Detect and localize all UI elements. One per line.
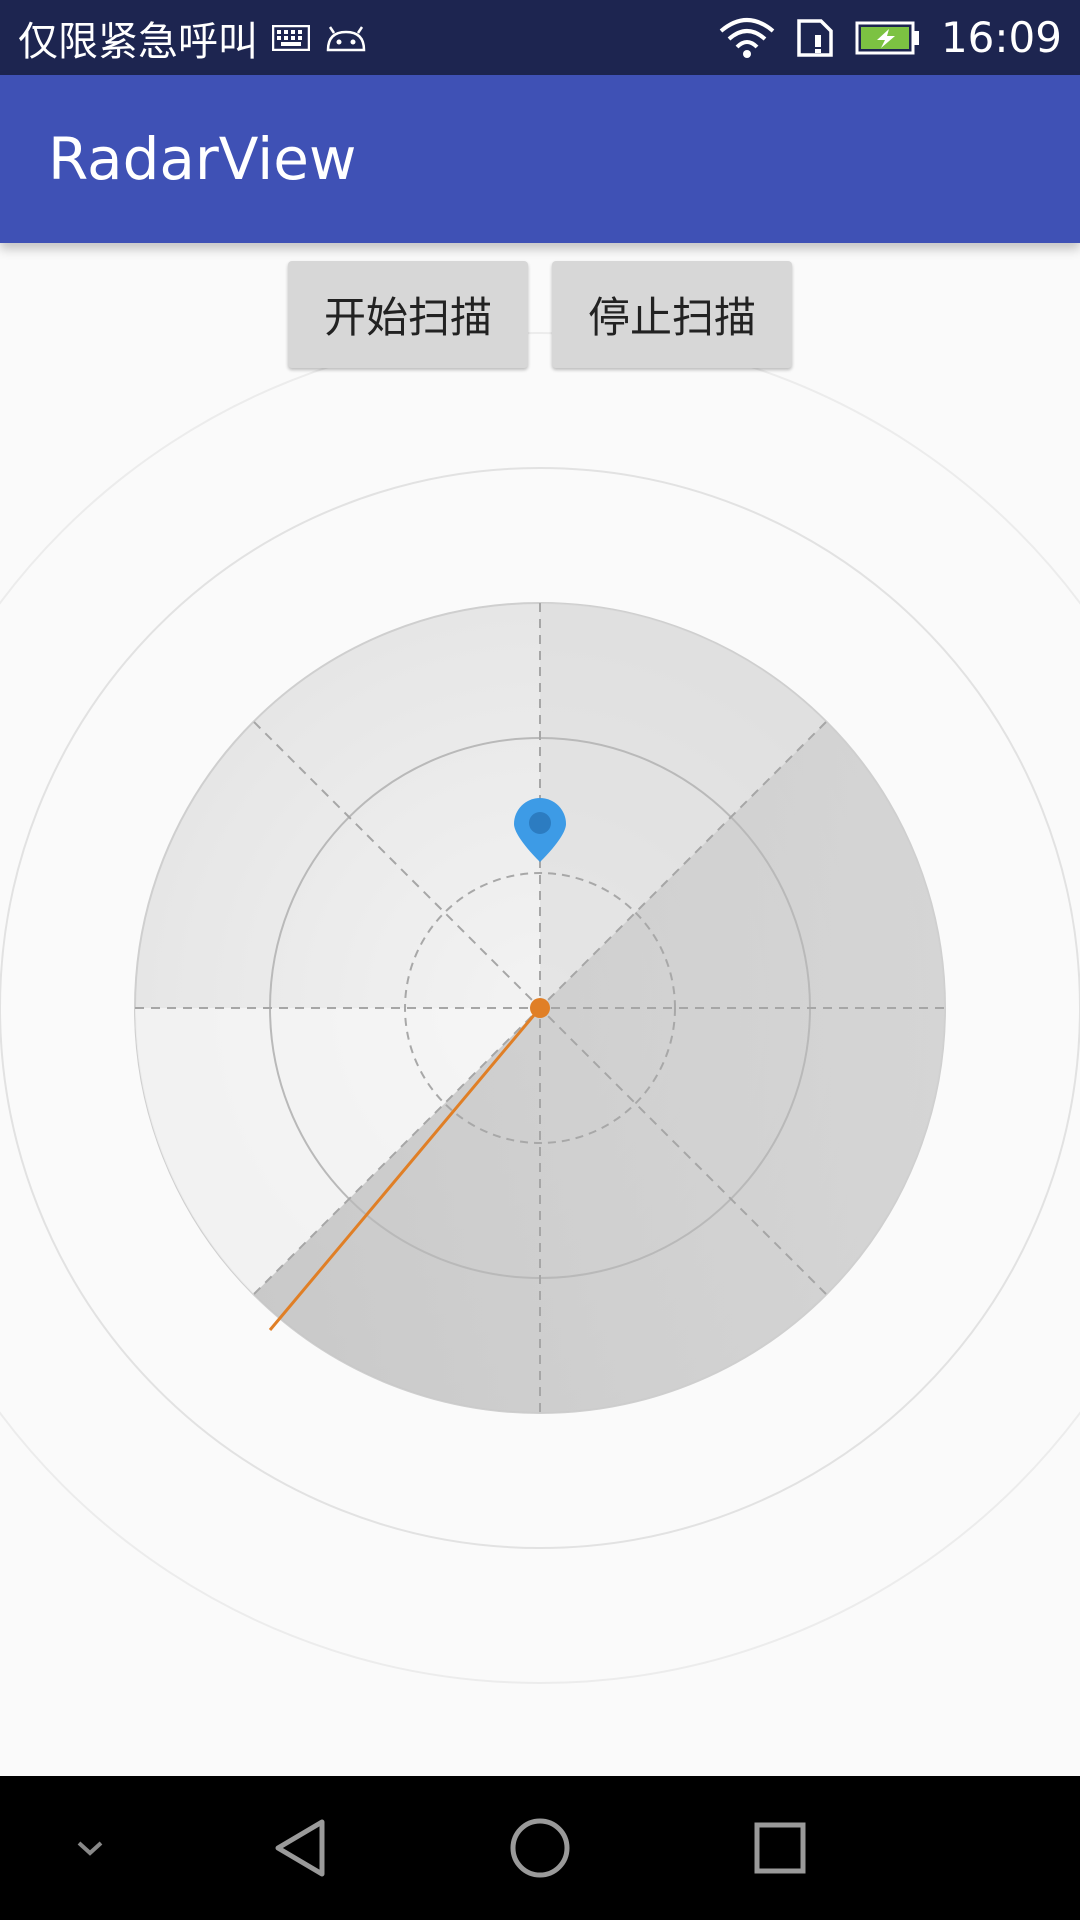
sim-icon	[795, 17, 835, 59]
radar-view	[0, 332, 1080, 1684]
radar-sweep-fade	[540, 603, 826, 1008]
outer-ring-2	[0, 467, 1080, 1549]
radar-ring-inner	[404, 872, 676, 1144]
back-icon[interactable]	[260, 1776, 340, 1920]
status-time: 16:09	[940, 13, 1062, 62]
keyboard-icon	[272, 24, 310, 51]
android-icon	[324, 24, 368, 52]
navigation-bar	[0, 1776, 1080, 1920]
status-bar: 仅限紧急呼叫	[0, 0, 1080, 75]
wifi-icon	[719, 17, 775, 59]
stop-scan-button[interactable]: 停止扫描	[552, 261, 792, 368]
carrier-text: 仅限紧急呼叫	[18, 18, 258, 65]
start-scan-button[interactable]: 开始扫描	[288, 261, 528, 368]
status-left: 仅限紧急呼叫	[18, 0, 368, 75]
app-bar: RadarView	[0, 75, 1080, 243]
radar-sweep-line	[268, 1007, 542, 1331]
status-right: 16:09	[719, 0, 1062, 75]
outer-ring-3	[0, 332, 1080, 1684]
app-title: RadarView	[48, 125, 357, 193]
recents-icon[interactable]	[740, 1776, 820, 1920]
battery-charging-icon	[855, 21, 921, 55]
radar-highlight	[135, 1008, 540, 1295]
home-icon[interactable]	[500, 1776, 580, 1920]
chevron-down-icon[interactable]	[60, 1776, 120, 1920]
radar-center-dot	[530, 998, 550, 1018]
location-marker-icon[interactable]	[514, 798, 566, 862]
